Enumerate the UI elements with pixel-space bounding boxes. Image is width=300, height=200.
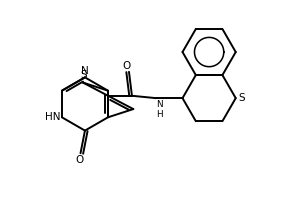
Text: O: O [75,155,83,165]
Text: HN: HN [45,112,60,122]
Text: S: S [80,70,87,80]
Text: N
H: N H [156,100,163,119]
Text: S: S [239,93,245,103]
Text: O: O [122,61,130,71]
Text: N: N [81,66,89,76]
